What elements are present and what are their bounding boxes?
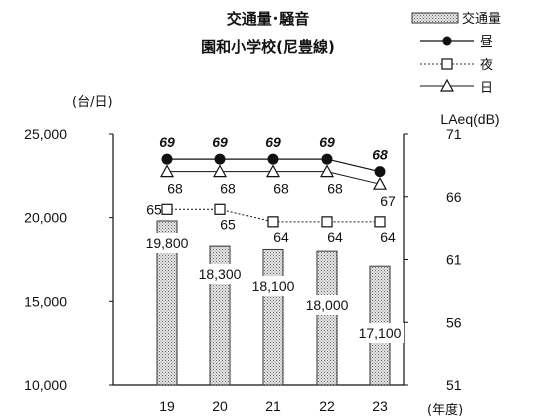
y-right-tick-label: 56 bbox=[446, 314, 462, 330]
marker-night bbox=[161, 203, 173, 215]
marker-allday bbox=[212, 164, 228, 178]
marker-night bbox=[214, 203, 226, 215]
bar-value-label: 17,100 bbox=[359, 325, 402, 341]
plot-area: 10,000 15,000 20,000 25,000 51 56 61 66 71 19 20 21… bbox=[24, 126, 462, 414]
marker-allday bbox=[265, 164, 281, 178]
y-left-tick-label: 15,000 bbox=[24, 293, 67, 309]
y-left-unit-label: (台/日) bbox=[72, 95, 113, 110]
marker-night bbox=[374, 216, 386, 228]
legend-marker-allday bbox=[439, 78, 455, 92]
allday-value-label: 68 bbox=[167, 181, 183, 197]
allday-value-label: 68 bbox=[327, 181, 343, 197]
legend-label-night: 夜 bbox=[480, 58, 493, 73]
marker-night bbox=[321, 216, 333, 228]
legend-label-traffic: 交通量 bbox=[462, 11, 501, 27]
x-tick-label: 22 bbox=[319, 398, 335, 414]
legend-label-allday: 日 bbox=[480, 81, 493, 96]
legend-label-day: 昼 bbox=[480, 35, 493, 50]
day-value-label: 68 bbox=[372, 147, 388, 163]
y-left-tick-label: 20,000 bbox=[24, 210, 67, 226]
marker-day bbox=[161, 153, 173, 165]
night-value-label: 65 bbox=[220, 216, 236, 232]
y-right-tick-label: 71 bbox=[446, 126, 462, 142]
bar-traffic bbox=[156, 220, 178, 386]
bar-value-label-bg bbox=[143, 233, 191, 253]
y-right-tick-label: 66 bbox=[446, 189, 462, 205]
y-left-tick-label: 25,000 bbox=[24, 126, 67, 142]
marker-day bbox=[267, 153, 279, 165]
bar-value-label-bg bbox=[303, 295, 351, 315]
legend-marker-night bbox=[441, 58, 453, 70]
night-value-label: 64 bbox=[327, 229, 343, 245]
day-value-label: 69 bbox=[319, 134, 335, 150]
day-value-label: 69 bbox=[265, 134, 281, 150]
night-value-label: 64 bbox=[380, 229, 396, 245]
legend: 交通量 昼 夜 日 bbox=[411, 11, 501, 96]
x-axis-label: (年度) bbox=[427, 402, 463, 418]
marker-night bbox=[267, 216, 279, 228]
y-right-tick-label: 61 bbox=[446, 252, 462, 268]
x-tick-label: 20 bbox=[212, 398, 228, 414]
bar-value-label: 19,800 bbox=[146, 235, 189, 251]
bar-traffic bbox=[262, 248, 284, 386]
marker-day bbox=[214, 153, 226, 165]
allday-value-label: 68 bbox=[273, 181, 289, 197]
x-tick-label: 21 bbox=[265, 398, 281, 414]
day-value-label: 69 bbox=[159, 134, 175, 150]
y-right-unit-label: LAeq(dB) bbox=[440, 111, 499, 127]
legend-marker-day bbox=[442, 36, 452, 46]
chart-subtitle: 園和小学校(尼豊線) bbox=[201, 38, 335, 56]
x-tick-label: 19 bbox=[159, 398, 175, 414]
x-tick-label: 23 bbox=[372, 398, 388, 414]
y-left-tick-label: 10,000 bbox=[24, 377, 67, 393]
legend-swatch-traffic bbox=[411, 12, 459, 24]
night-value-label: 64 bbox=[273, 229, 289, 245]
marker-allday bbox=[319, 164, 335, 178]
allday-value-label: 67 bbox=[380, 193, 396, 209]
day-value-label: 69 bbox=[212, 134, 228, 150]
y-right-tick-label: 51 bbox=[446, 377, 462, 393]
marker-allday bbox=[159, 164, 175, 178]
bar-value-label: 18,300 bbox=[199, 266, 242, 282]
marker-day bbox=[374, 166, 386, 178]
night-value-label: 65 bbox=[146, 201, 162, 217]
bar-traffic bbox=[316, 250, 338, 386]
bar-value-label-bg bbox=[356, 323, 404, 343]
bar-value-label: 18,000 bbox=[306, 297, 349, 313]
bar-value-label-bg bbox=[249, 276, 297, 296]
marker-day bbox=[321, 153, 333, 165]
allday-value-label: 68 bbox=[220, 181, 236, 197]
chart-title: 交通量･騒音 bbox=[227, 10, 310, 28]
bar-value-label: 18,100 bbox=[252, 278, 295, 294]
marker-allday bbox=[372, 176, 388, 190]
bar-value-label-bg bbox=[196, 264, 244, 284]
